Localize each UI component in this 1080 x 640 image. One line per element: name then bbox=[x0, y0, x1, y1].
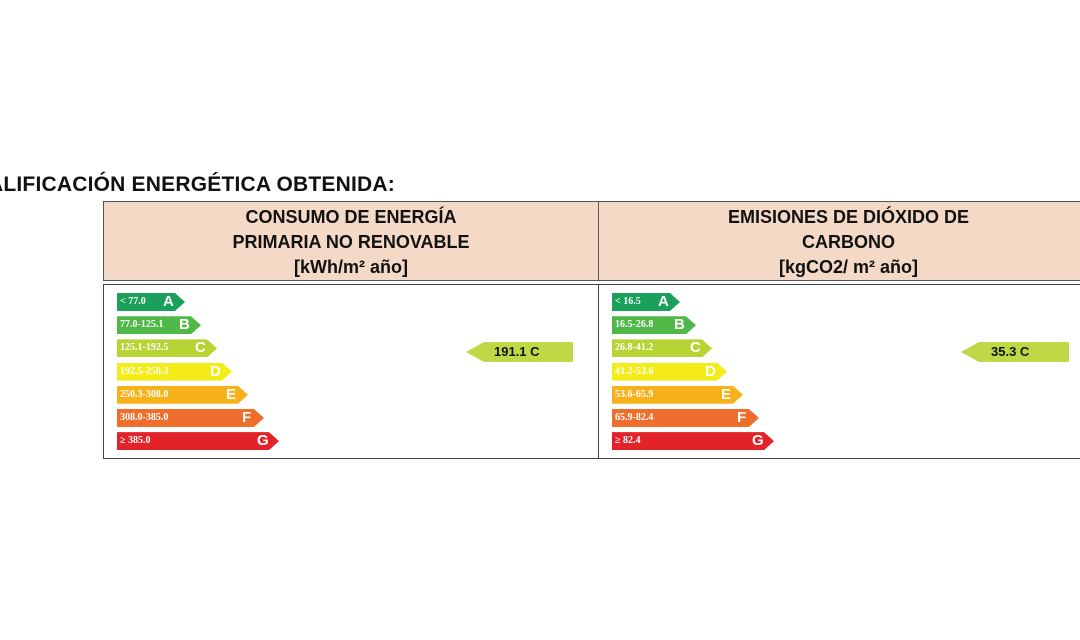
energy-band-shape bbox=[117, 386, 248, 404]
energy-band-range: < 77.0 bbox=[120, 296, 146, 307]
energy-band-letter: D bbox=[210, 362, 221, 380]
co2-band-shape bbox=[612, 386, 743, 404]
energy-band-shape bbox=[117, 293, 185, 311]
energy-band-range: 125.1-192.5 bbox=[120, 342, 169, 354]
energy-band-range: 250.3-308.0 bbox=[120, 388, 169, 400]
energy-band-letter: B bbox=[179, 316, 190, 334]
co2-band-shape bbox=[612, 363, 727, 381]
energy-band-range: 192.5-250.3 bbox=[120, 365, 169, 377]
co2-rating-scale: < 16.5 A 16.5-26.8 B 26.8-41.2 C 41.2-53.6 D 53.… bbox=[598, 284, 913, 459]
co2-band-letter: D bbox=[705, 362, 716, 380]
co2-band-range: 53.6-65.9 bbox=[615, 388, 654, 400]
co2-band-shape bbox=[612, 409, 759, 427]
co2-band-range: ≥ 82.4 bbox=[615, 435, 641, 447]
energy-rating-scale: < 77.0 A 77.0-125.1 B 125.1-192.5 C 192.5-250.… bbox=[103, 284, 418, 459]
co2-band-letter: G bbox=[752, 432, 764, 450]
energy-band-shape bbox=[117, 409, 264, 427]
co2-band-shape bbox=[612, 432, 774, 450]
co2-rating-value: 35.3 C bbox=[991, 344, 1030, 359]
energy-band-range: 77.0-125.1 bbox=[120, 319, 164, 331]
co2-band-range: 26.8-41.2 bbox=[615, 342, 654, 354]
energy-header-line2: PRIMARIA NO RENOVABLE bbox=[232, 232, 470, 252]
co2-band-range: 16.5-26.8 bbox=[615, 319, 654, 331]
energy-header: CONSUMO DE ENERGÍA PRIMARIA NO RENOVABLE… bbox=[103, 201, 599, 281]
energy-band-shape bbox=[117, 316, 201, 334]
co2-band-shape bbox=[612, 293, 680, 311]
energy-rating-value: 191.1 C bbox=[494, 344, 540, 359]
energy-band-shape bbox=[117, 363, 232, 381]
energy-header-unit: [kWh/m² año] bbox=[294, 257, 408, 277]
co2-rating-arrow: 35.3 C bbox=[961, 342, 1069, 362]
energy-band-shape bbox=[117, 339, 217, 357]
co2-band-letter: A bbox=[658, 293, 669, 310]
co2-band-shape bbox=[612, 316, 696, 334]
co2-band-range: 41.2-53.6 bbox=[615, 365, 654, 377]
co2-band-letter: E bbox=[721, 385, 732, 403]
page-title: ALIFICACIÓN ENERGÉTICA OBTENIDA: bbox=[0, 173, 395, 196]
energy-band-letter: C bbox=[195, 339, 206, 357]
co2-band-letter: F bbox=[737, 408, 747, 426]
energy-band-letter: E bbox=[226, 385, 237, 403]
energy-result-cell: 191.1 C bbox=[417, 284, 599, 459]
energy-band-range: ≥ 385.0 bbox=[120, 435, 151, 447]
co2-header-line2: CARBONO bbox=[802, 232, 895, 252]
co2-band-range: 65.9-82.4 bbox=[615, 411, 654, 423]
co2-result-cell: 35.3 C bbox=[912, 284, 1080, 459]
energy-header-line1: CONSUMO DE ENERGÍA bbox=[245, 207, 457, 227]
co2-band-letter: B bbox=[674, 316, 685, 334]
co2-band-letter: C bbox=[690, 339, 701, 357]
energy-band-shape bbox=[117, 432, 279, 450]
co2-header-line1: EMISIONES DE DIÓXIDO DE bbox=[727, 207, 970, 227]
energy-band-letter: A bbox=[163, 293, 174, 310]
energy-band-letter: F bbox=[242, 408, 252, 426]
energy-band-letter: G bbox=[257, 432, 269, 450]
energy-band-range: 308.0-385.0 bbox=[120, 411, 169, 423]
co2-header: EMISIONES DE DIÓXIDO DE CARBONO [kgCO2/ … bbox=[598, 201, 1080, 281]
co2-band-shape bbox=[612, 339, 712, 357]
co2-band-range: < 16.5 bbox=[615, 296, 641, 307]
co2-header-unit: [kgCO2/ m² año] bbox=[778, 257, 918, 277]
energy-rating-arrow: 191.1 C bbox=[466, 342, 573, 362]
